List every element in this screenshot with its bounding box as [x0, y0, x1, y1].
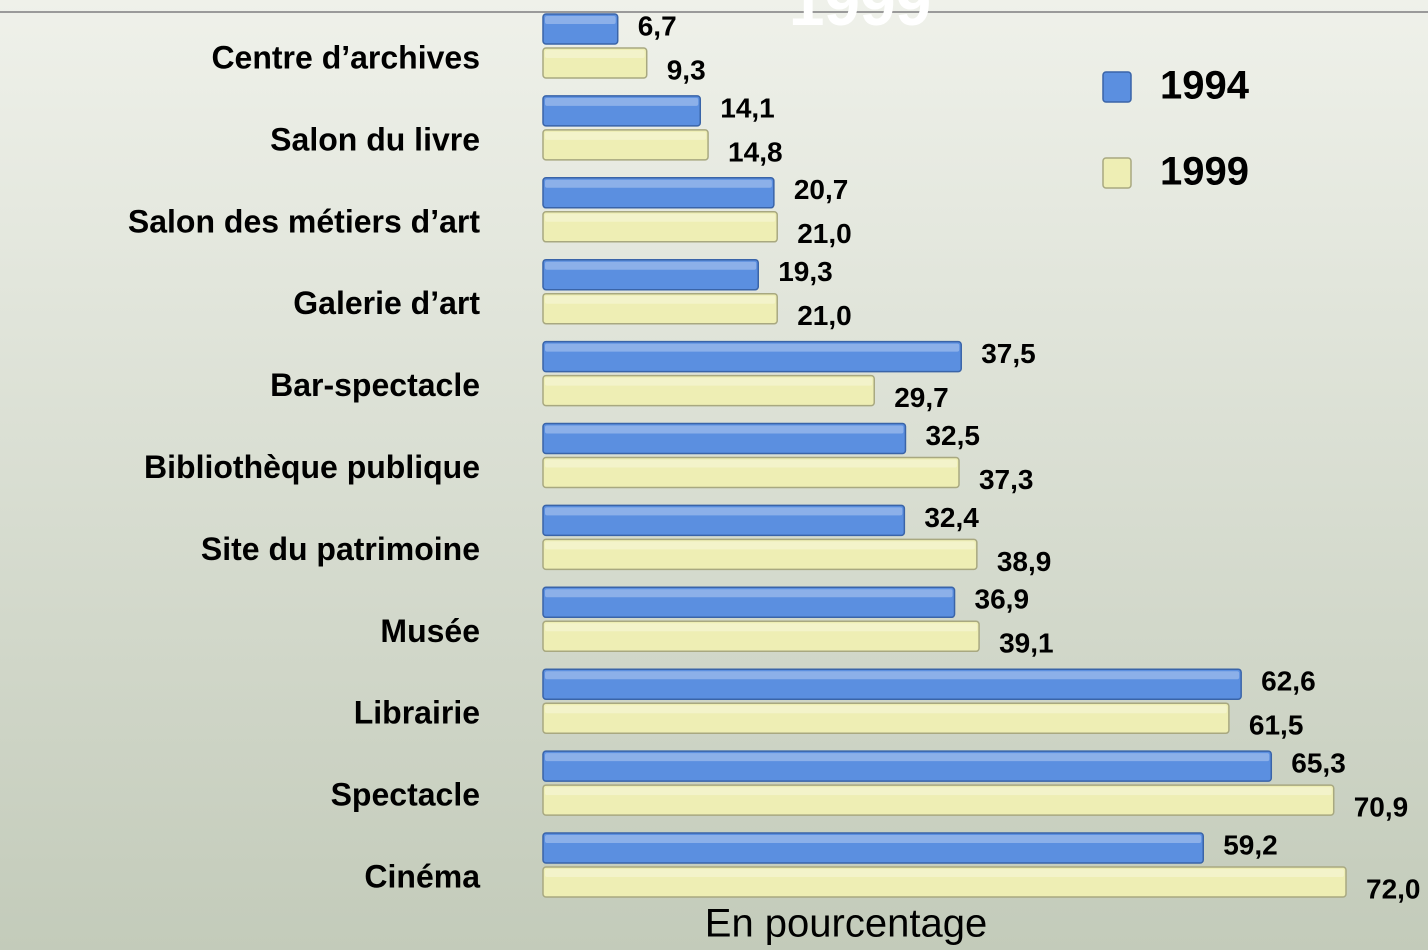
- value-label: 9,3: [667, 54, 706, 85]
- bar: [542, 750, 1273, 782]
- value-label: 70,9: [1354, 791, 1409, 822]
- value-label: 72,0: [1366, 873, 1421, 904]
- bar: [542, 832, 1204, 864]
- category-label: Site du patrimoine: [201, 531, 480, 567]
- bar-shine: [545, 787, 1332, 796]
- bar-shine: [545, 97, 699, 106]
- value-label: 37,3: [979, 464, 1033, 495]
- bar-shine: [545, 507, 903, 516]
- value-label: 21,0: [797, 218, 852, 249]
- value-label: 36,9: [975, 584, 1030, 615]
- bar-shine: [545, 425, 904, 434]
- bar: [542, 258, 759, 291]
- bar: [542, 292, 778, 325]
- value-label: 14,1: [720, 92, 775, 123]
- bar: [542, 422, 907, 455]
- bar: [542, 47, 648, 79]
- bar: [542, 211, 778, 243]
- bar: [542, 456, 960, 489]
- value-label: 21,0: [797, 300, 852, 331]
- value-label: 20,7: [794, 174, 849, 205]
- x-axis-label: En pourcentage: [705, 902, 987, 946]
- bar: [542, 866, 1347, 898]
- bar-shine: [545, 705, 1227, 714]
- value-label: 65,3: [1291, 747, 1346, 778]
- value-label: 61,5: [1249, 710, 1304, 741]
- value-label: 32,4: [924, 502, 979, 533]
- bar-shine: [545, 213, 776, 222]
- bar: [542, 586, 956, 619]
- bar: [542, 668, 1242, 700]
- bar-shine: [545, 623, 978, 632]
- category-label: Bar-spectacle: [270, 367, 480, 403]
- category-label: Centre d’archives: [211, 39, 480, 75]
- category-label: Bibliothèque publique: [144, 449, 480, 485]
- value-label: 62,6: [1261, 666, 1316, 697]
- category-label: Spectacle: [331, 777, 480, 813]
- bar-shine: [545, 589, 953, 598]
- bar: [542, 13, 619, 45]
- bar: [542, 784, 1335, 816]
- value-label: 32,5: [925, 420, 980, 451]
- bar: [542, 374, 875, 407]
- value-label: 39,1: [999, 628, 1054, 659]
- bar-shine: [545, 131, 707, 140]
- value-label: 29,7: [894, 382, 949, 413]
- bar-shine: [545, 295, 776, 304]
- bar-shine: [545, 541, 975, 550]
- category-label: Galerie d’art: [293, 285, 480, 321]
- bar: [542, 504, 906, 537]
- value-label: 38,9: [997, 546, 1051, 577]
- legend-label: 1999: [1160, 150, 1249, 194]
- bar: [542, 95, 702, 127]
- category-label: Musée: [380, 613, 480, 649]
- bar-shine: [545, 869, 1344, 877]
- legend-swatch: [1102, 71, 1132, 103]
- bar: [542, 129, 709, 161]
- value-label: 37,5: [981, 338, 1036, 369]
- bar-shine: [545, 835, 1202, 843]
- chart-title: 1999: [789, 0, 931, 39]
- category-label: Cinéma: [364, 858, 480, 894]
- category-label: Librairie: [354, 695, 480, 731]
- bar-shine: [545, 459, 957, 468]
- bar-shine: [545, 753, 1270, 762]
- value-label: 14,8: [728, 136, 783, 167]
- value-label: 19,3: [778, 256, 833, 287]
- bar-shine: [545, 50, 645, 58]
- legend-label: 1994: [1160, 64, 1250, 108]
- bar-shine: [545, 16, 616, 24]
- bar: [542, 620, 980, 653]
- value-label: 59,2: [1223, 829, 1278, 860]
- bar: [542, 340, 962, 373]
- bar-shine: [545, 377, 873, 386]
- bar: [542, 702, 1230, 734]
- value-label: 6,7: [638, 10, 677, 41]
- bar: [542, 538, 978, 571]
- legend-swatch: [1102, 157, 1132, 189]
- category-label: Salon des métiers d’art: [128, 203, 480, 239]
- bar: [542, 177, 775, 209]
- bar-shine: [545, 671, 1240, 680]
- bar-shine: [545, 261, 757, 270]
- bar-shine: [545, 179, 772, 188]
- bar-shine: [545, 343, 960, 352]
- category-label: Salon du livre: [270, 121, 480, 157]
